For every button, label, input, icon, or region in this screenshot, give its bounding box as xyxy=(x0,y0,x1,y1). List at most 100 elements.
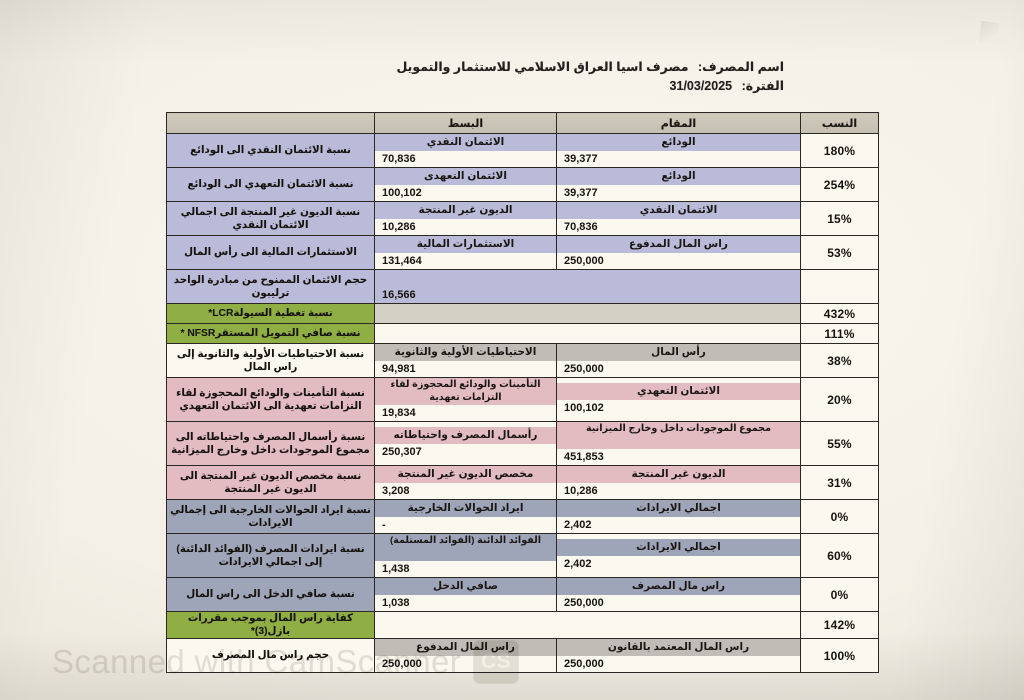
numerator-cell: مخصص الديون غير المنتجة 3,208 xyxy=(374,465,557,500)
ratio-label-cell: نسبة صافي التمويل المستقرNFSR * xyxy=(166,323,375,344)
denominator-title: راس مال المصرف xyxy=(557,578,800,595)
denominator-value: 250,000 xyxy=(557,656,800,672)
ratio-percent-cell: 15% xyxy=(800,201,879,236)
numerator-value: 131,464 xyxy=(375,253,556,269)
table-row: 0% اجمالي الايرادات 2,402 ايراد الحوالات ال… xyxy=(166,499,879,534)
ratio-percent-cell xyxy=(800,269,879,304)
numerator-value: 100,102 xyxy=(375,185,556,201)
numerator-value: 1,038 xyxy=(375,595,556,611)
ratio-label-cell: نسبة رأسمال المصرف واحتياطاته الى مجموع … xyxy=(166,421,375,466)
ratio-label-cell: حجم الائتمان الممنوح من مبادرة الواحد تر… xyxy=(166,269,375,304)
denominator-value: 2,402 xyxy=(557,517,800,533)
ratio-label-cell: نسبة الائتمان النقدي الى الودائع xyxy=(166,133,375,168)
numerator-title: رأسمال المصرف واحتياطاته xyxy=(375,427,556,444)
numerator-cell: التأمينات والودائع المحجوزة لقاء التزاما… xyxy=(374,377,557,422)
numerator-cell: راس المال المدفوع 250,000 xyxy=(374,638,557,673)
ratio-percent-cell: 55% xyxy=(800,421,879,466)
bank-name-value: مصرف اسيا العراق الاسلامي للاستثمار والت… xyxy=(396,60,689,74)
numerator-title: الفوائد الدائنة (الفوائد المستلمة) xyxy=(375,534,556,561)
ratio-label-cell: نسبة التأمينات والودائع المحجوزة لقاء ال… xyxy=(166,377,375,422)
denominator-cell: اجمالي الايرادات 2,402 xyxy=(556,499,801,534)
table-row: 0% راس مال المصرف 250,000 صافي الدخل 1,038 نس… xyxy=(166,577,879,612)
denominator-cell: الودائع 39,377 xyxy=(556,133,801,168)
numerator-title: الائتمان التعهدى xyxy=(375,168,556,185)
ratio-label-cell: الاستثمارات المالية الى رأس المال xyxy=(166,235,375,270)
ratio-percent-cell: 20% xyxy=(800,377,879,422)
ratio-label-cell: كفاية راس المال بموجب مقررات بازل(3)* xyxy=(166,611,375,639)
table-row: 111% نسبة صافي التمويل المستقرNFSR * xyxy=(166,323,879,344)
single-value-spacer xyxy=(375,270,800,287)
table-body: 180% الودائع 39,377 الائتمان النقدي 70,836 نس… xyxy=(166,133,879,673)
ratio-percent-cell: 111% xyxy=(800,323,879,344)
ratio-percent-cell: 254% xyxy=(800,167,879,202)
denominator-title: الودائع xyxy=(557,168,800,185)
ratio-label-cell: نسبة مخصص الديون غير المنتجة الى الديون … xyxy=(166,465,375,500)
header-denominator: المقام xyxy=(556,112,801,134)
header-numerator: البسط xyxy=(374,112,557,134)
denominator-value: 100,102 xyxy=(557,400,800,416)
denominator-title: رأس المال xyxy=(557,344,800,361)
numerator-cell: الائتمان التعهدى 100,102 xyxy=(374,167,557,202)
denominator-title: الديون غير المنتجة xyxy=(557,466,800,483)
paper-fold-mark xyxy=(978,20,1000,46)
period-value: 31/03/2025 xyxy=(669,79,733,94)
highlight-filler-cell xyxy=(374,323,801,344)
denominator-cell: الائتمان التعهدي 100,102 xyxy=(556,377,801,422)
ratio-percent-cell: 432% xyxy=(800,303,879,324)
denominator-cell: اجمالي الايرادات 2,402 xyxy=(556,533,801,578)
ratio-label-cell: نسبة الاحتياطيات الأولية والثانوية إلى ر… xyxy=(166,343,375,378)
denominator-title: مجموع الموجودات داخل وخارج الميزانية xyxy=(557,422,800,449)
table-row: 15% الائتمان النقدي 70,836 الديون غير المنت… xyxy=(166,201,879,236)
numerator-value: 250,307 xyxy=(375,444,556,460)
ratio-label-cell: نسبة صافي الدخل الى راس المال xyxy=(166,577,375,612)
table-row: 60% اجمالي الايرادات 2,402 الفوائد الدائنة … xyxy=(166,533,879,578)
numerator-cell: الديون غير المنتجة 10,286 xyxy=(374,201,557,236)
denominator-value: 39,377 xyxy=(557,185,800,201)
document-header: اسم المصرف: مصرف اسيا العراق الاسلامي لل… xyxy=(397,58,784,97)
numerator-cell: الائتمان النقدي 70,836 xyxy=(374,133,557,168)
numerator-title: صافي الدخل xyxy=(375,578,556,595)
ratio-percent-cell: 60% xyxy=(800,533,879,578)
denominator-title: راس المال المعتمد بالقانون xyxy=(557,639,800,656)
denominator-value: 10,286 xyxy=(557,483,800,499)
numerator-value: 19,834 xyxy=(375,405,556,421)
denominator-cell: راس المال المدفوع 250,000 xyxy=(556,235,801,270)
table-row: 142% كفاية راس المال بموجب مقررات بازل(3… xyxy=(166,611,879,639)
denominator-value: 2,402 xyxy=(557,556,800,572)
denominator-cell: راس مال المصرف 250,000 xyxy=(556,577,801,612)
numerator-title: راس المال المدفوع xyxy=(375,639,556,656)
denominator-value: 70,836 xyxy=(557,219,800,235)
denominator-title: راس المال المدفوع xyxy=(557,236,800,253)
denominator-value: 451,853 xyxy=(557,449,800,465)
header-ratio: النسب xyxy=(800,112,879,134)
ratio-label-cell: نسبة تغطية السيولةLCR* xyxy=(166,303,375,324)
numerator-title: الاستثمارات المالية xyxy=(375,236,556,253)
denominator-cell: راس المال المعتمد بالقانون 250,000 xyxy=(556,638,801,673)
denominator-title: اجمالي الايرادات xyxy=(557,500,800,517)
numerator-title: مخصص الديون غير المنتجة xyxy=(375,466,556,483)
table-row: 31% الديون غير المنتجة 10,286 مخصص الديون غ… xyxy=(166,465,879,500)
denominator-title: الائتمان النقدي xyxy=(557,202,800,219)
numerator-title: الاحتياطيات الأولية والثانوية xyxy=(375,344,556,361)
numerator-value: 3,208 xyxy=(375,483,556,499)
bank-name-label: اسم المصرف: xyxy=(698,60,784,74)
period-line: الفترة: 31/03/2025 xyxy=(397,77,784,96)
table-row: 38% رأس المال 250,000 الاحتياطيات الأولية و… xyxy=(166,343,879,378)
ratio-percent-cell: 100% xyxy=(800,638,879,673)
header-label xyxy=(166,112,375,134)
financial-ratios-table: النسب المقام البسط 180% الودائع 39,377 الائ… xyxy=(166,112,879,673)
ratio-label-cell: نسبة ايراد الحوالات الخارجية الى إجمالي … xyxy=(166,499,375,534)
denominator-title: اجمالي الايرادات xyxy=(557,539,800,556)
table-row: 55% مجموع الموجودات داخل وخارج الميزانية 4… xyxy=(166,421,879,466)
ratio-label-cell: حجم راس مال المصرف xyxy=(166,638,375,673)
highlight-filler-cell xyxy=(374,303,801,324)
ratio-label-cell: نسبة الائتمان التعهدي الى الودائع xyxy=(166,167,375,202)
denominator-value: 250,000 xyxy=(557,595,800,611)
numerator-title: الائتمان النقدي xyxy=(375,134,556,151)
numerator-cell: صافي الدخل 1,038 xyxy=(374,577,557,612)
ratio-label-cell: نسبة الديون غير المنتجة الى اجمالي الائت… xyxy=(166,201,375,236)
ratio-percent-cell: 0% xyxy=(800,499,879,534)
table-header-row: النسب المقام البسط xyxy=(166,112,879,134)
ratio-percent-cell: 38% xyxy=(800,343,879,378)
numerator-value: 10,286 xyxy=(375,219,556,235)
